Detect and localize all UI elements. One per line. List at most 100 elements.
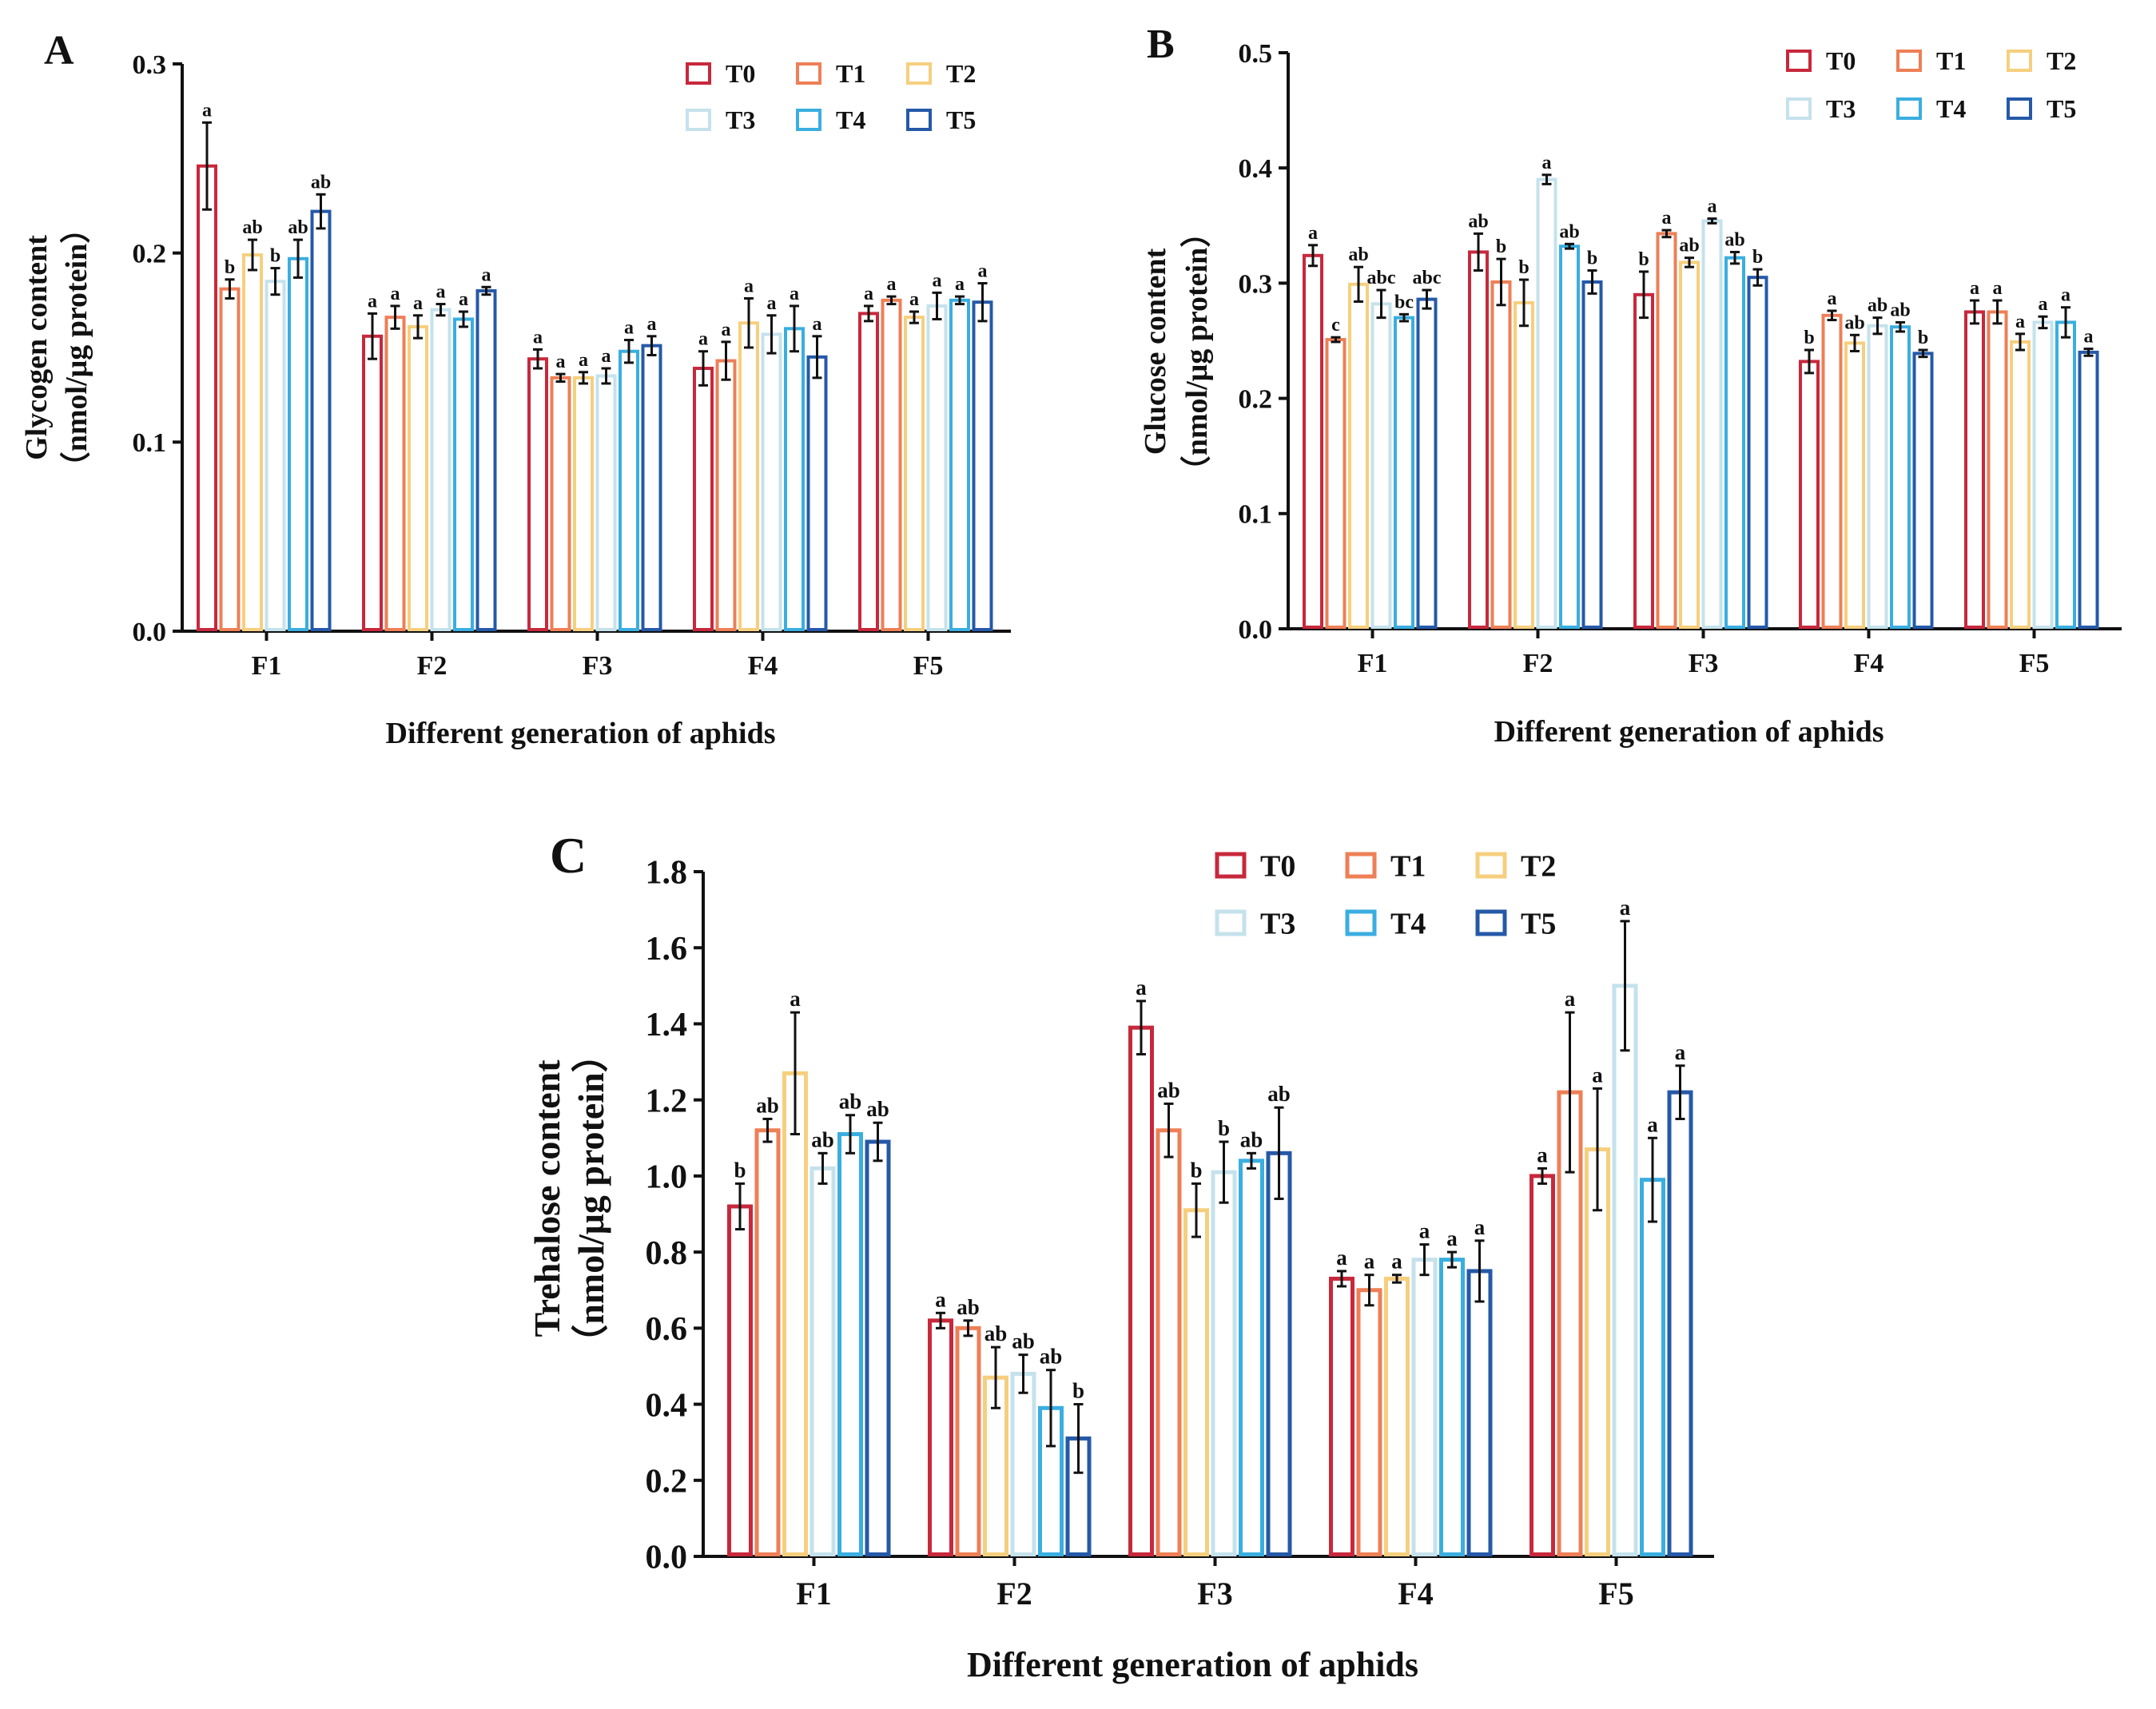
bar-t2-f3: [1183, 1208, 1209, 1556]
significance-letter: ab: [288, 217, 308, 238]
significance-letter: a: [813, 314, 822, 335]
significance-letter: ab: [1157, 1078, 1180, 1102]
y-tick-label: 0.2: [646, 1463, 688, 1500]
significance-letter: a: [602, 346, 611, 367]
panel-c-trehalose-chart: C 0.0 0.2 0.4 0.6 0.8 1.0 1.2 1.4 1.6 1.8 F1 F2 F3 F4 F…: [527, 827, 1714, 1684]
bar-t5-f4: [806, 355, 828, 631]
legend-swatch-t0: [1786, 50, 1812, 72]
y-tick-label: 1.4: [646, 1007, 688, 1043]
legend-swatch-t5: [1475, 909, 1507, 936]
bar-t4-f3: [1724, 256, 1745, 629]
significance-letter: a: [1620, 896, 1631, 920]
significance-letter: a: [1592, 1063, 1603, 1087]
bar-t3-f3: [595, 374, 617, 631]
significance-letter: ab: [1844, 312, 1864, 333]
significance-letter: a: [864, 284, 873, 304]
bar-t0-f3: [1128, 1025, 1154, 1556]
legend-swatch-t0: [686, 62, 711, 85]
bar-t4-f4: [784, 327, 805, 631]
significance-letter: a: [413, 293, 423, 314]
bar-t5-f4: [1466, 1269, 1493, 1556]
significance-letter: b: [734, 1158, 746, 1182]
bar-t5-f4: [1912, 352, 1934, 629]
significance-letter: ab: [1868, 296, 1887, 316]
legend-swatch-t2: [2007, 50, 2032, 72]
y-tick-label: 0.4: [1239, 154, 1273, 184]
x-category-label: F4: [1398, 1576, 1433, 1612]
significance-letter: a: [790, 284, 799, 304]
significance-letter: ab: [1890, 300, 1910, 320]
y-tick-label: 0.8: [646, 1235, 688, 1272]
y-tick-label: 0.5: [1239, 39, 1273, 69]
legend-swatch-t0: [1215, 852, 1247, 879]
significance-letter: a: [1708, 197, 1717, 217]
bar-t0-f2: [362, 334, 383, 631]
bar-t3-f5: [926, 304, 948, 631]
significance-letter: ab: [1240, 1127, 1263, 1151]
significance-letter: b: [225, 257, 235, 278]
significance-letter: ab: [1724, 229, 1744, 250]
significance-letter: a: [955, 274, 965, 295]
bar-t1-f3: [1156, 1128, 1182, 1557]
significance-letter: a: [744, 276, 754, 296]
bar-t5-f5: [1667, 1090, 1693, 1556]
bar-t4-f2: [453, 317, 474, 631]
x-category-label: F2: [417, 651, 448, 681]
bar-t1-f1: [1325, 338, 1347, 629]
bar-t5-f1: [310, 209, 332, 632]
legend-swatch-t1: [1345, 852, 1377, 879]
x-category-label: F3: [1197, 1576, 1232, 1612]
x-axis-title: Different generation of aphids: [386, 717, 776, 750]
bar-t0-f5: [858, 312, 879, 631]
bar-t1-f1: [219, 287, 241, 631]
legend-swatch-t2: [906, 62, 932, 85]
significance-letter: ab: [311, 172, 331, 193]
legend-swatch-t5: [906, 109, 932, 131]
significance-letter: abc: [1367, 268, 1396, 288]
bar-t0-f1: [727, 1204, 753, 1556]
legend-label-t0: T0: [726, 59, 755, 88]
significance-letter: a: [482, 264, 491, 285]
bar-t1-f2: [1490, 280, 1512, 629]
legend-swatch-t3: [1786, 97, 1812, 120]
legend-swatch-t4: [1896, 97, 1922, 120]
significance-letter: b: [1518, 257, 1529, 278]
bar-t0-f3: [527, 357, 548, 631]
significance-letter: a: [933, 270, 942, 291]
bar-t2-f1: [782, 1071, 808, 1556]
y-tick-label: 0.6: [646, 1311, 688, 1348]
bar-t0-f1: [197, 164, 217, 632]
x-category-label: F5: [2019, 649, 2050, 678]
bar-t3-f2: [1010, 1371, 1036, 1557]
significance-letter: a: [459, 289, 468, 310]
legend-label-t1: T1: [1390, 849, 1426, 883]
significance-letter: a: [1662, 208, 1672, 229]
bar-t0-f5: [1529, 1174, 1555, 1557]
significance-letter: ab: [1348, 244, 1368, 265]
x-category-label: F5: [1598, 1576, 1633, 1612]
significance-letter: a: [978, 261, 988, 282]
significance-letter: b: [1587, 248, 1597, 269]
bar-t3-f4: [1411, 1258, 1438, 1556]
significance-letter: a: [1308, 223, 1318, 244]
bar-t5-f3: [641, 344, 662, 631]
significance-letter: a: [1419, 1219, 1430, 1243]
bar-t2-f2: [408, 324, 428, 631]
bar-t0-f2: [1468, 250, 1489, 629]
legend: T0 T1 T2 T3 T4 T5: [1215, 849, 1556, 940]
bar-t3-f3: [1701, 219, 1723, 629]
x-category-label: F2: [1523, 649, 1553, 678]
legend-label-t0: T0: [1826, 46, 1856, 75]
legend-label-t4: T4: [1390, 907, 1426, 940]
legend-label-t1: T1: [836, 59, 865, 88]
y-tick-label: 0.1: [133, 428, 167, 458]
significance-letter: a: [1565, 987, 1576, 1011]
panel-letter: C: [550, 827, 587, 884]
y-tick-label: 0.0: [646, 1540, 688, 1576]
significance-letter: a: [1364, 1250, 1375, 1274]
bar-t3-f4: [761, 332, 782, 631]
x-category-label: F3: [1689, 649, 1719, 678]
legend-label-t3: T3: [1260, 907, 1295, 940]
